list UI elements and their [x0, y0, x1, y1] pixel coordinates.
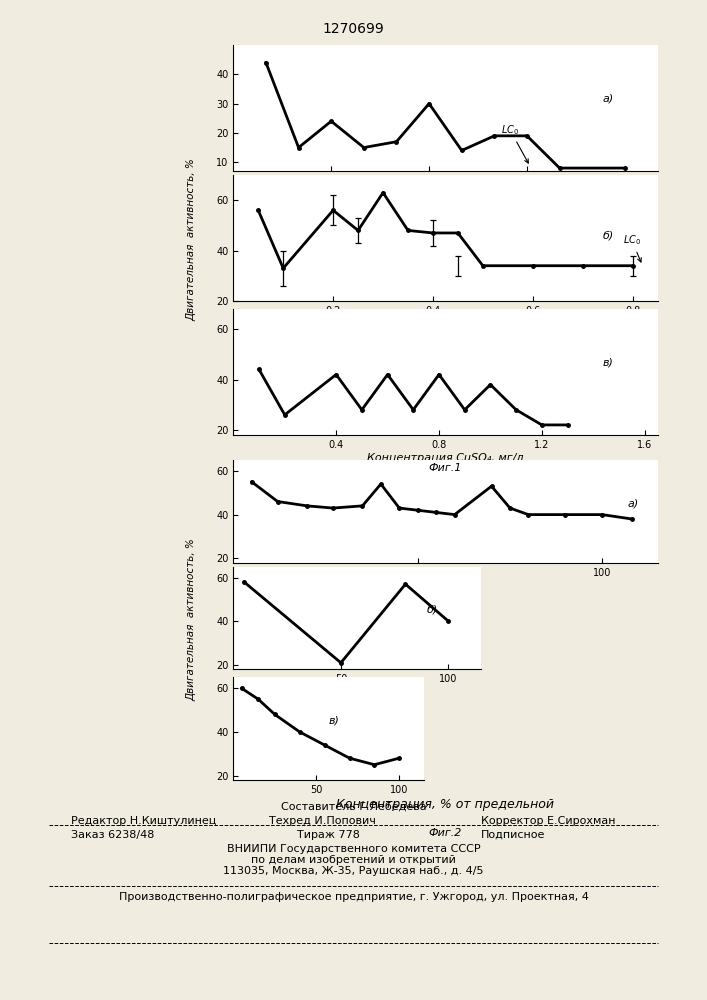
Text: а): а)	[602, 94, 614, 104]
Text: Производственно-полиграфическое предприятие, г. Ужгород, ул. Проектная, 4: Производственно-полиграфическое предприя…	[119, 892, 588, 902]
Text: Техред И.Попович: Техред И.Попович	[269, 816, 375, 826]
Text: а): а)	[628, 498, 639, 508]
Text: Концентрация, % от предельной: Концентрация, % от предельной	[337, 798, 554, 811]
Text: Редактор Н.Киштулинец: Редактор Н.Киштулинец	[71, 816, 216, 826]
X-axis label: Концентрация CuSO₄, мг/л: Концентрация CuSO₄, мг/л	[367, 453, 524, 463]
Text: $LC_0$: $LC_0$	[501, 123, 528, 163]
Text: $LC_0$: $LC_0$	[623, 233, 641, 262]
Text: в): в)	[329, 716, 339, 726]
Text: 1270699: 1270699	[322, 22, 385, 36]
Text: Тираж 778: Тираж 778	[297, 830, 360, 840]
Text: Составитель Г.Лебедева: Составитель Г.Лебедева	[281, 802, 426, 812]
Text: в): в)	[602, 358, 613, 368]
Text: Двигательная  активность, %: Двигательная активность, %	[186, 539, 196, 701]
Text: ВНИИПИ Государственного комитета СССР: ВНИИПИ Государственного комитета СССР	[227, 844, 480, 854]
Text: б): б)	[602, 230, 614, 240]
Text: Корректор Е.Сирохман: Корректор Е.Сирохман	[481, 816, 615, 826]
Text: 113035, Москва, Ж-35, Раушская наб., д. 4/5: 113035, Москва, Ж-35, Раушская наб., д. …	[223, 866, 484, 876]
Text: Подписное: Подписное	[481, 830, 545, 840]
Text: Заказ 6238/48: Заказ 6238/48	[71, 830, 154, 840]
Text: Двигательная  активность, %: Двигательная активность, %	[186, 159, 196, 321]
Text: б): б)	[426, 605, 438, 615]
Text: Фиг.1: Фиг.1	[428, 463, 462, 473]
Text: по делам изобретений и открытий: по делам изобретений и открытий	[251, 855, 456, 865]
Text: Фиг.2: Фиг.2	[428, 828, 462, 838]
